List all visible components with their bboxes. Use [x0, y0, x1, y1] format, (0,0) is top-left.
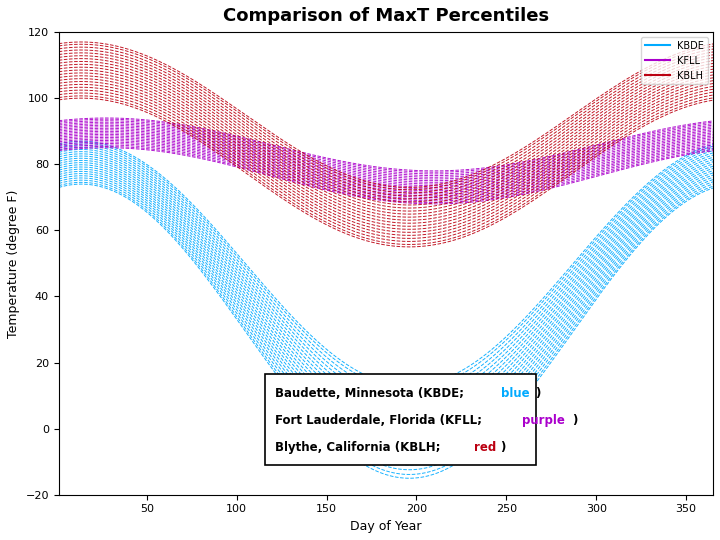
Y-axis label: Temperature (degree F): Temperature (degree F)	[7, 189, 20, 338]
Title: Comparison of MaxT Percentiles: Comparison of MaxT Percentiles	[222, 7, 549, 25]
Legend: KBDE, KFLL, KBLH: KBDE, KFLL, KBLH	[642, 37, 708, 84]
X-axis label: Day of Year: Day of Year	[350, 520, 422, 533]
Text: Baudette, Minnesota (KBDE;: Baudette, Minnesota (KBDE;	[274, 387, 468, 401]
Text: Blythe, California (KBLH;: Blythe, California (KBLH;	[274, 441, 444, 454]
Text: ): )	[572, 414, 578, 427]
Text: Fort Lauderdale, Florida (KFLL;: Fort Lauderdale, Florida (KFLL;	[274, 414, 486, 427]
Text: blue: blue	[501, 387, 530, 401]
Text: ): )	[500, 441, 505, 454]
Bar	[265, 374, 536, 465]
Text: purple: purple	[522, 414, 565, 427]
Text: red: red	[474, 441, 496, 454]
Text: ): )	[535, 387, 540, 401]
